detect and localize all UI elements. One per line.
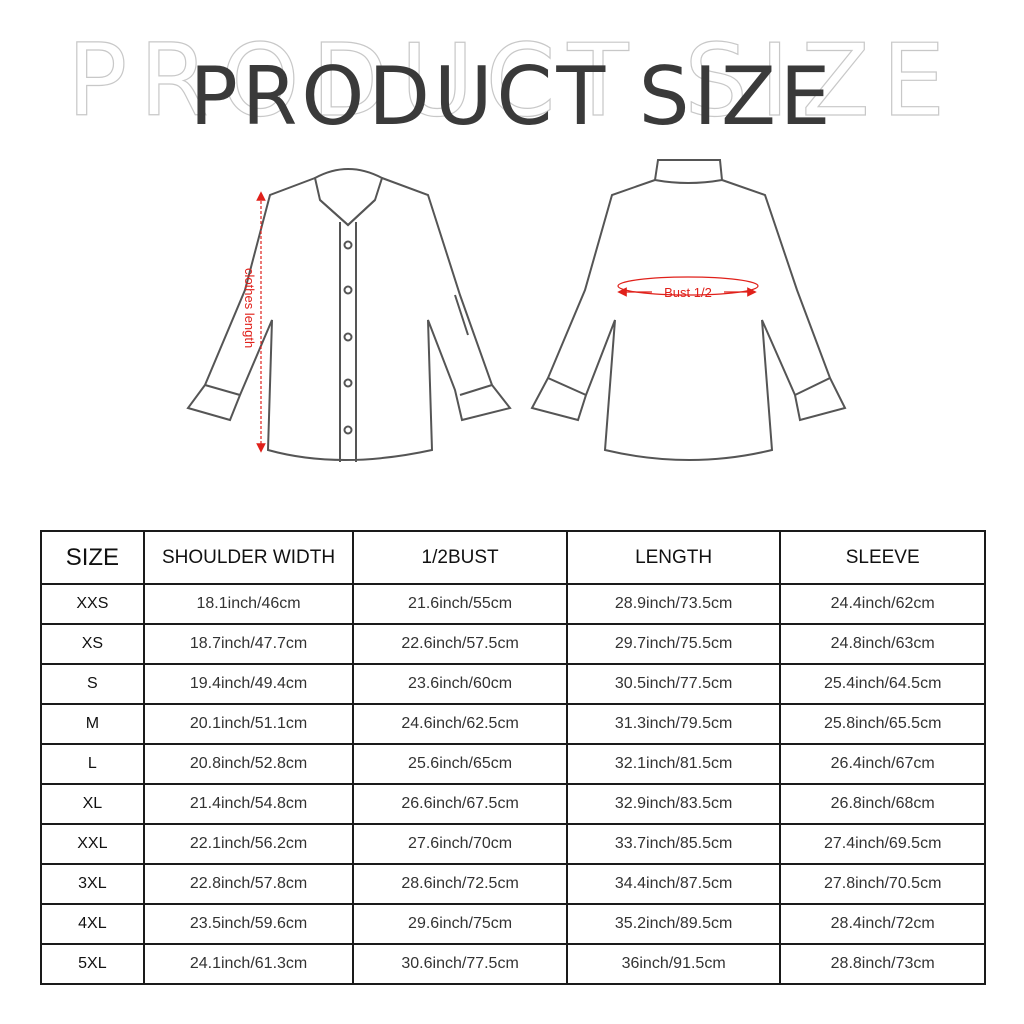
table-row: S 19.4inch/49.4cm 23.6inch/60cm 30.5inch/77… (40, 663, 986, 705)
cell-half-bust: 23.6inch/60cm (352, 663, 568, 705)
cell-length: 30.5inch/77.5cm (565, 663, 782, 705)
cell-half-bust: 21.6inch/55cm (352, 583, 568, 625)
cell-shoulder-width: 23.5inch/59.6cm (142, 903, 355, 945)
cell-size: S (40, 663, 145, 705)
cell-length: 31.3inch/79.5cm (565, 703, 782, 745)
cell-size: 5XL (40, 943, 145, 985)
clothes-length-label: clothes length (242, 268, 257, 348)
bust-arrow: Bust 1/2 (617, 276, 759, 300)
cell-size: M (40, 703, 145, 745)
table-row: XXS 18.1inch/46cm 21.6inch/55cm 28.9inch/73… (40, 583, 986, 625)
cell-length: 33.7inch/85.5cm (565, 823, 782, 865)
cell-length: 35.2inch/89.5cm (565, 903, 782, 945)
cell-length: 28.9inch/73.5cm (565, 583, 782, 625)
shirt-diagrams: clothes length Bust 1/2 (186, 159, 847, 462)
cell-size: XXL (40, 823, 145, 865)
table-header-row: SIZE SHOULDER WIDTH 1/2BUST LENGTH SLEEV… (40, 530, 986, 585)
cell-sleeve: 25.8inch/65.5cm (779, 703, 986, 745)
cell-length: 29.7inch/75.5cm (565, 623, 782, 665)
cell-half-bust: 25.6inch/65cm (352, 743, 568, 785)
back-shirt-icon (530, 159, 847, 461)
cell-shoulder-width: 20.8inch/52.8cm (142, 743, 355, 785)
cell-size: 3XL (40, 863, 145, 905)
cell-half-bust: 28.6inch/72.5cm (352, 863, 568, 905)
title-outline-watermark: PRODUCT SIZE (66, 21, 958, 139)
cell-sleeve: 26.4inch/67cm (779, 743, 986, 785)
page-title: PRODUCT SIZE (189, 50, 835, 143)
cell-sleeve: 24.8inch/63cm (779, 623, 986, 665)
cell-shoulder-width: 18.1inch/46cm (142, 583, 355, 625)
cell-shoulder-width: 24.1inch/61.3cm (142, 943, 355, 985)
cell-sleeve: 28.4inch/72cm (779, 903, 986, 945)
cell-length: 32.1inch/81.5cm (565, 743, 782, 785)
cell-half-bust: 30.6inch/77.5cm (352, 943, 568, 985)
header-length: LENGTH (565, 530, 782, 585)
cell-size: XL (40, 783, 145, 825)
cell-sleeve: 27.8inch/70.5cm (779, 863, 986, 905)
cell-length: 34.4inch/87.5cm (565, 863, 782, 905)
front-shirt-icon (186, 168, 512, 462)
cell-sleeve: 28.8inch/73cm (779, 943, 986, 985)
cell-shoulder-width: 22.8inch/57.8cm (142, 863, 355, 905)
cell-sleeve: 25.4inch/64.5cm (779, 663, 986, 705)
table-row: 5XL 24.1inch/61.3cm 30.6inch/77.5cm 36inch/… (40, 943, 986, 985)
table-row: XS 18.7inch/47.7cm 22.6inch/57.5cm 29.7inch… (40, 623, 986, 665)
cell-half-bust: 24.6inch/62.5cm (352, 703, 568, 745)
cell-size: L (40, 743, 145, 785)
cell-half-bust: 29.6inch/75cm (352, 903, 568, 945)
header-shoulder-width: SHOULDER WIDTH (142, 530, 355, 585)
cell-size: XS (40, 623, 145, 665)
cell-size: XXS (40, 583, 145, 625)
table-row: L 20.8inch/52.8cm 25.6inch/65cm 32.1inch/81… (40, 743, 986, 785)
cell-half-bust: 26.6inch/67.5cm (352, 783, 568, 825)
cell-size: 4XL (40, 903, 145, 945)
cell-shoulder-width: 19.4inch/49.4cm (142, 663, 355, 705)
cell-shoulder-width: 21.4inch/54.8cm (142, 783, 355, 825)
cell-length: 36inch/91.5cm (565, 943, 782, 985)
header-half-bust: 1/2BUST (352, 530, 568, 585)
cell-shoulder-width: 20.1inch/51.1cm (142, 703, 355, 745)
size-table: SIZE SHOULDER WIDTH 1/2BUST LENGTH SLEEV… (40, 530, 986, 985)
clothes-length-arrow: clothes length (242, 191, 266, 453)
cell-length: 32.9inch/83.5cm (565, 783, 782, 825)
cell-half-bust: 22.6inch/57.5cm (352, 623, 568, 665)
header-size: SIZE (40, 530, 145, 585)
cell-sleeve: 24.4inch/62cm (779, 583, 986, 625)
table-row: 3XL 22.8inch/57.8cm 28.6inch/72.5cm 34.4inc… (40, 863, 986, 905)
table-row: M 20.1inch/51.1cm 24.6inch/62.5cm 31.3inch/… (40, 703, 986, 745)
table-row: XL 21.4inch/54.8cm 26.6inch/67.5cm 32.9inch… (40, 783, 986, 825)
cell-shoulder-width: 18.7inch/47.7cm (142, 623, 355, 665)
cell-shoulder-width: 22.1inch/56.2cm (142, 823, 355, 865)
header-sleeve: SLEEVE (779, 530, 986, 585)
table-row: XXL 22.1inch/56.2cm 27.6inch/70cm 33.7inch/… (40, 823, 986, 865)
table-row: 4XL 23.5inch/59.6cm 29.6inch/75cm 35.2inch/… (40, 903, 986, 945)
cell-half-bust: 27.6inch/70cm (352, 823, 568, 865)
bust-label: Bust 1/2 (664, 285, 712, 300)
cell-sleeve: 27.4inch/69.5cm (779, 823, 986, 865)
cell-sleeve: 26.8inch/68cm (779, 783, 986, 825)
